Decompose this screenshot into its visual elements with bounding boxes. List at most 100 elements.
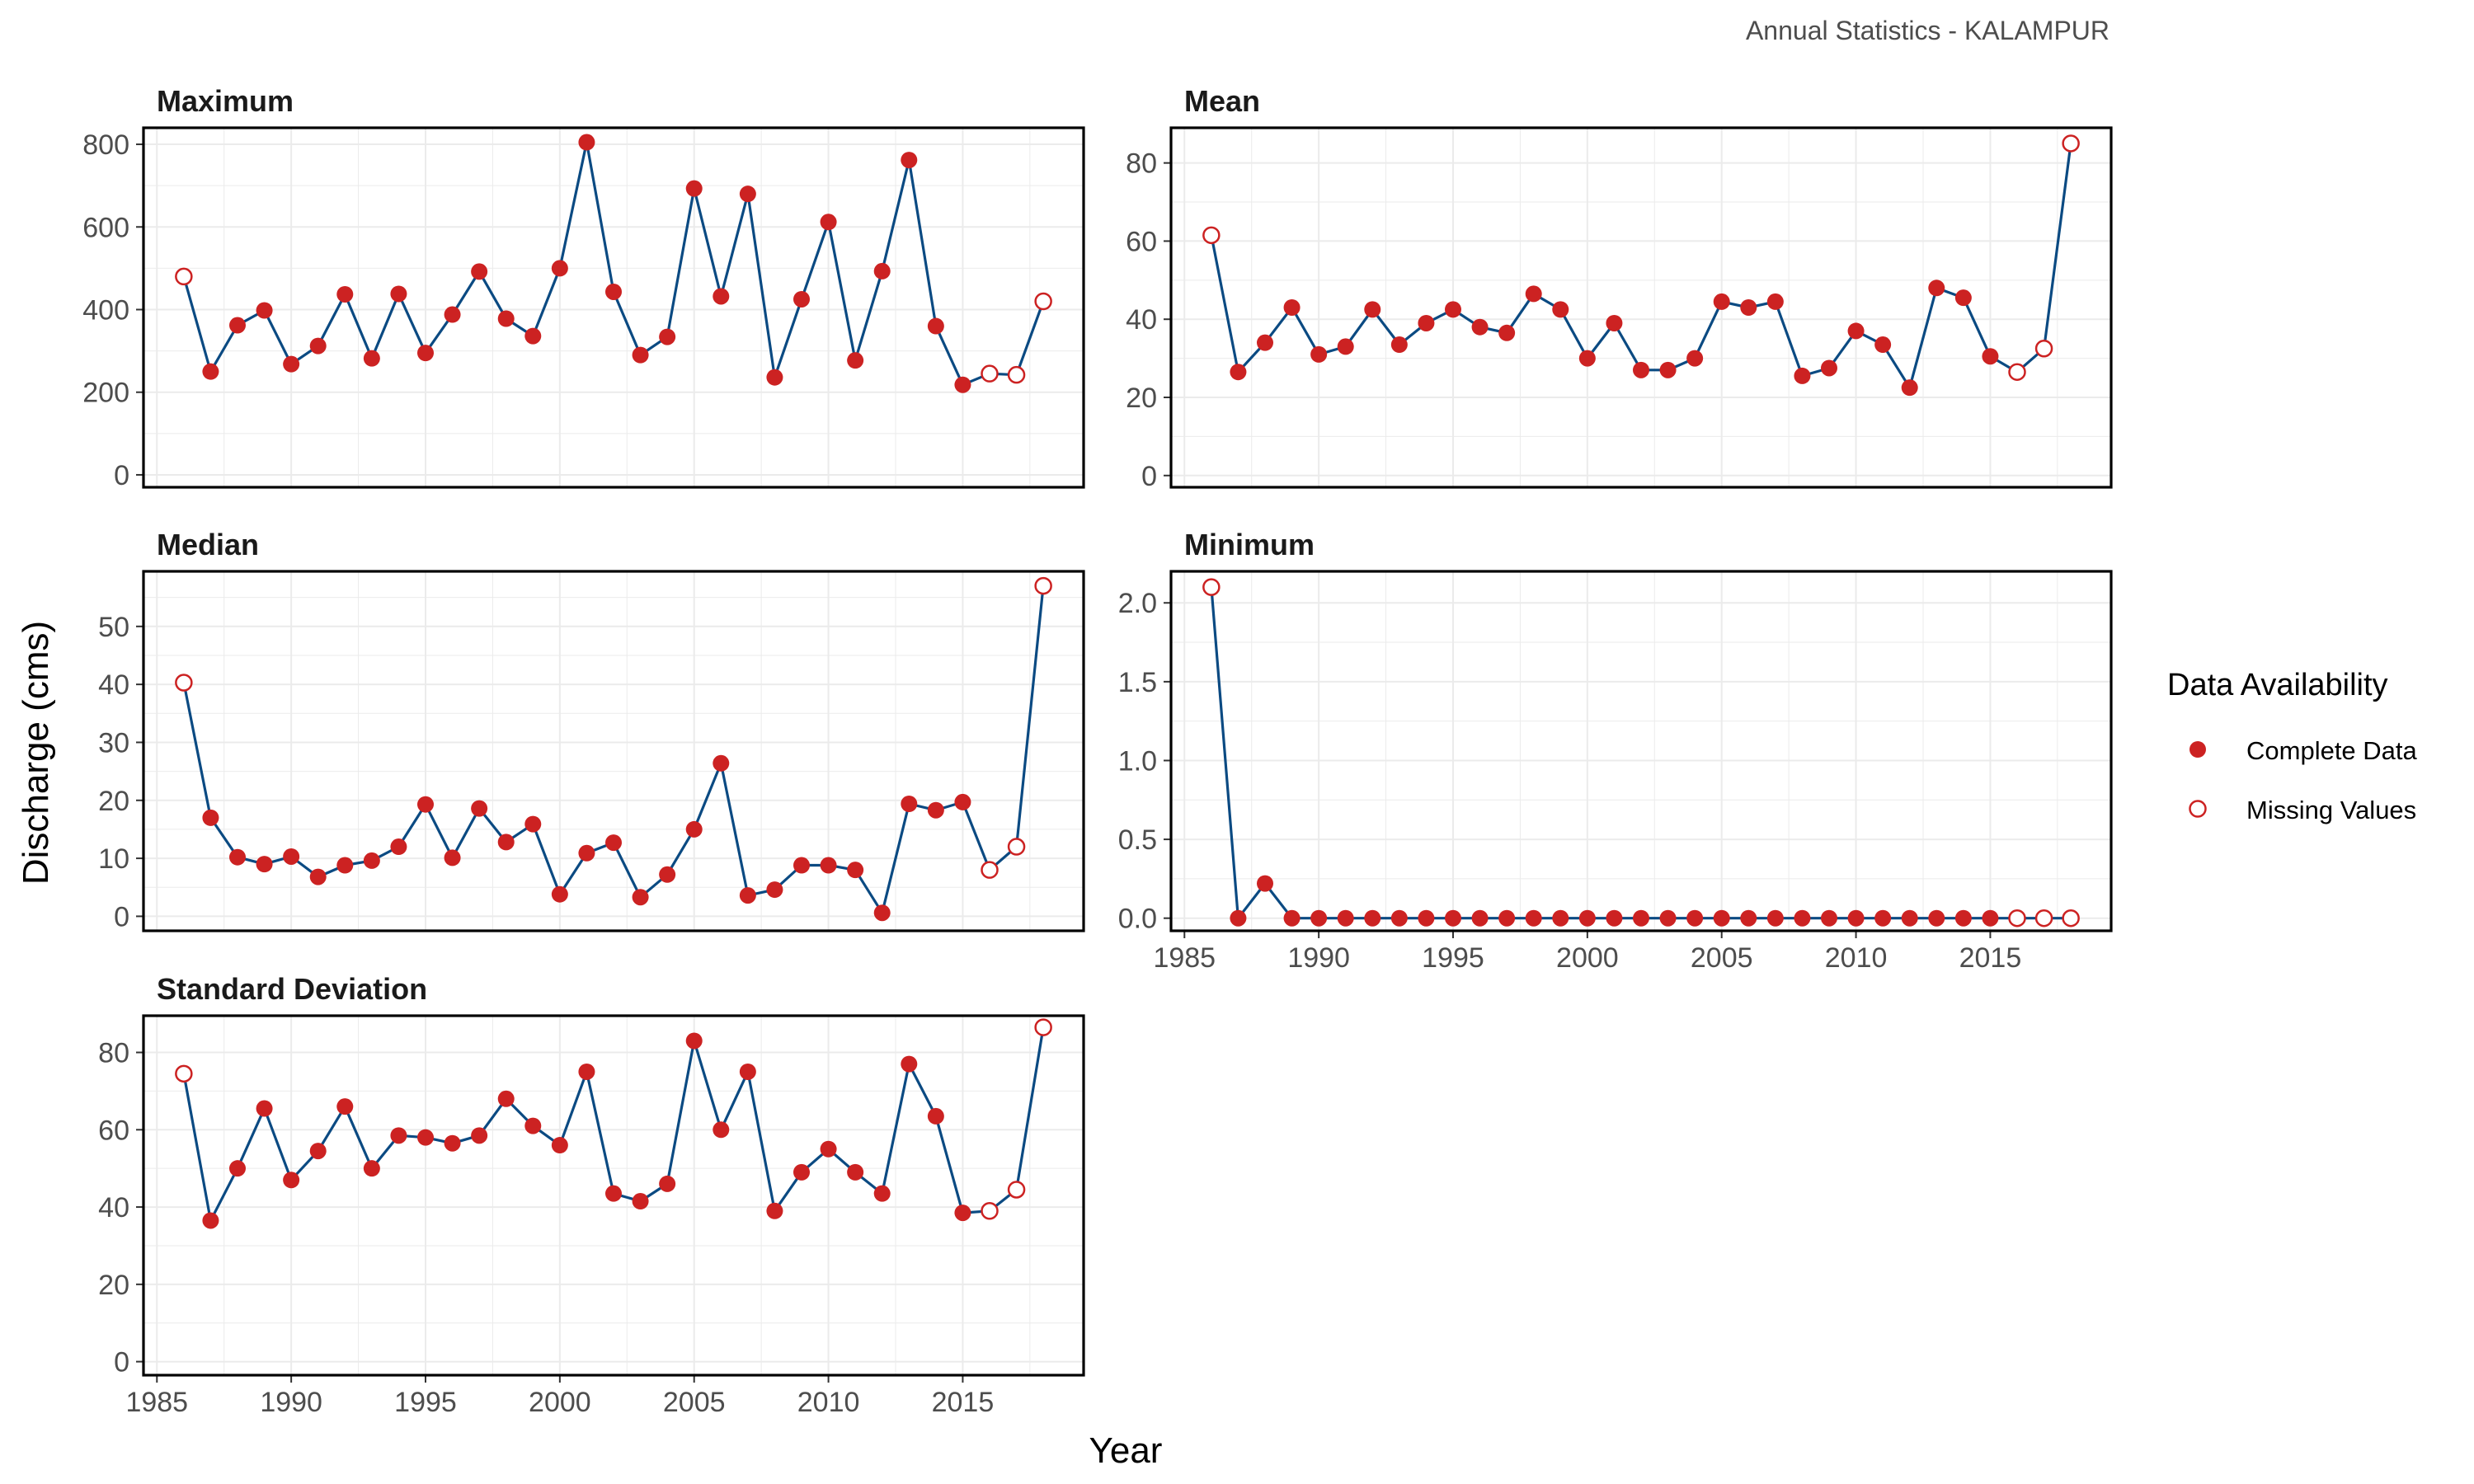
series-line-median [182,585,1045,914]
x-tick-label: 2000 [1556,942,1619,974]
grid-minimum [1171,571,2111,931]
data-point-complete [229,848,246,866]
data-point-complete [1606,314,1623,331]
data-point-complete [578,134,595,151]
data-point-complete [820,214,837,231]
data-point-missing [981,364,999,383]
data-point-complete [497,310,515,327]
data-point-complete [713,1121,730,1139]
data-point-missing [981,861,999,879]
y-tick-label: 10 [98,843,129,875]
data-point-complete [873,904,891,922]
data-point-complete [336,1098,354,1115]
data-point-complete [1364,909,1381,927]
legend-marker-missing [2189,800,2207,818]
data-point-complete [1659,909,1677,927]
grid-standard-deviation [143,1016,1084,1375]
data-point-complete [685,820,703,838]
data-point-complete [1766,909,1784,927]
data-point-complete [659,866,676,883]
data-point-complete [1954,909,1972,927]
y-tick-label: 400 [82,295,129,326]
data-point-complete [551,885,568,903]
data-point-complete [1686,909,1704,927]
panel-median: Median 0 10 20 30 40 50 [98,528,1085,932]
data-point-complete [1578,350,1596,367]
data-point-complete [1633,909,1649,927]
data-point-complete [229,317,246,334]
data-point-complete [283,355,300,373]
data-point-complete [766,1202,783,1219]
data-point-complete [578,1063,595,1080]
y-tick-label: 30 [98,727,129,758]
data-point-missing [2062,134,2080,153]
panel-title-median: Median [157,528,259,561]
data-point-complete [713,288,730,305]
legend-title: Data Availability [2167,668,2388,702]
data-point-complete [1901,909,1918,927]
y-tick-label: 80 [1126,148,1157,180]
data-point-complete [336,857,354,874]
data-point-complete [256,856,273,873]
y-tick-label: 80 [98,1038,129,1069]
data-point-complete [632,889,649,906]
x-tick-label: 2010 [1825,942,1888,974]
data-point-complete [766,369,783,386]
data-point-missing [175,674,193,692]
data-point-complete [551,260,568,277]
x-axis-title: Year [1089,1430,1163,1471]
grid-mean [1171,128,2111,487]
x-tick-label: 2015 [1959,942,2022,974]
data-point-complete [444,1134,461,1152]
x-tick-label: 1995 [394,1387,457,1418]
data-point-complete [793,290,810,308]
data-point-complete [497,1090,515,1107]
data-point-complete [1928,909,1945,927]
y-tick-label: 40 [98,669,129,701]
data-point-complete [605,1185,622,1202]
data-point-complete [1686,350,1704,367]
data-point-complete [1418,909,1435,927]
data-point-complete [1445,909,1461,927]
legend-label-complete: Complete Data [2246,736,2418,765]
data-point-complete [873,262,891,279]
data-point-missing [1007,838,1026,856]
data-point-complete [1954,289,1972,307]
data-point-complete [524,815,542,833]
data-point-complete [847,352,864,369]
data-point-complete [901,152,918,169]
data-point-missing [2008,909,2026,928]
x-tick-label: 2015 [932,1387,995,1418]
data-point-complete [1471,909,1489,927]
data-point-complete [1390,336,1408,354]
data-point-complete [363,852,380,869]
data-point-complete [578,844,595,862]
data-point-complete [632,346,649,364]
x-tick-label: 1995 [1422,942,1484,974]
data-point-complete [1471,318,1489,336]
y-tick-label: 60 [1126,226,1157,257]
data-point-complete [793,857,810,874]
data-point-complete [1794,909,1811,927]
data-point-complete [256,302,273,319]
data-point-complete [497,834,515,851]
data-point-complete [1552,909,1569,927]
data-point-complete [1928,279,1945,297]
data-point-complete [1794,367,1811,384]
data-point-complete [417,796,434,813]
data-point-complete [901,795,918,812]
data-point-complete [1659,361,1677,378]
data-point-complete [551,1137,568,1154]
data-point-complete [390,838,407,856]
data-point-complete [1418,314,1435,331]
panel-border-minimum [1169,570,2113,932]
data-point-complete [793,1163,810,1181]
data-point-complete [1713,293,1730,310]
y-tick-label: 40 [1126,304,1157,336]
panel-border-maximum [142,126,1085,489]
data-point-missing [1202,578,1221,596]
y-tick-label: 60 [98,1115,129,1146]
y-tick-label: 200 [82,378,129,409]
data-point-complete [1283,299,1300,316]
data-point-complete [739,186,756,203]
